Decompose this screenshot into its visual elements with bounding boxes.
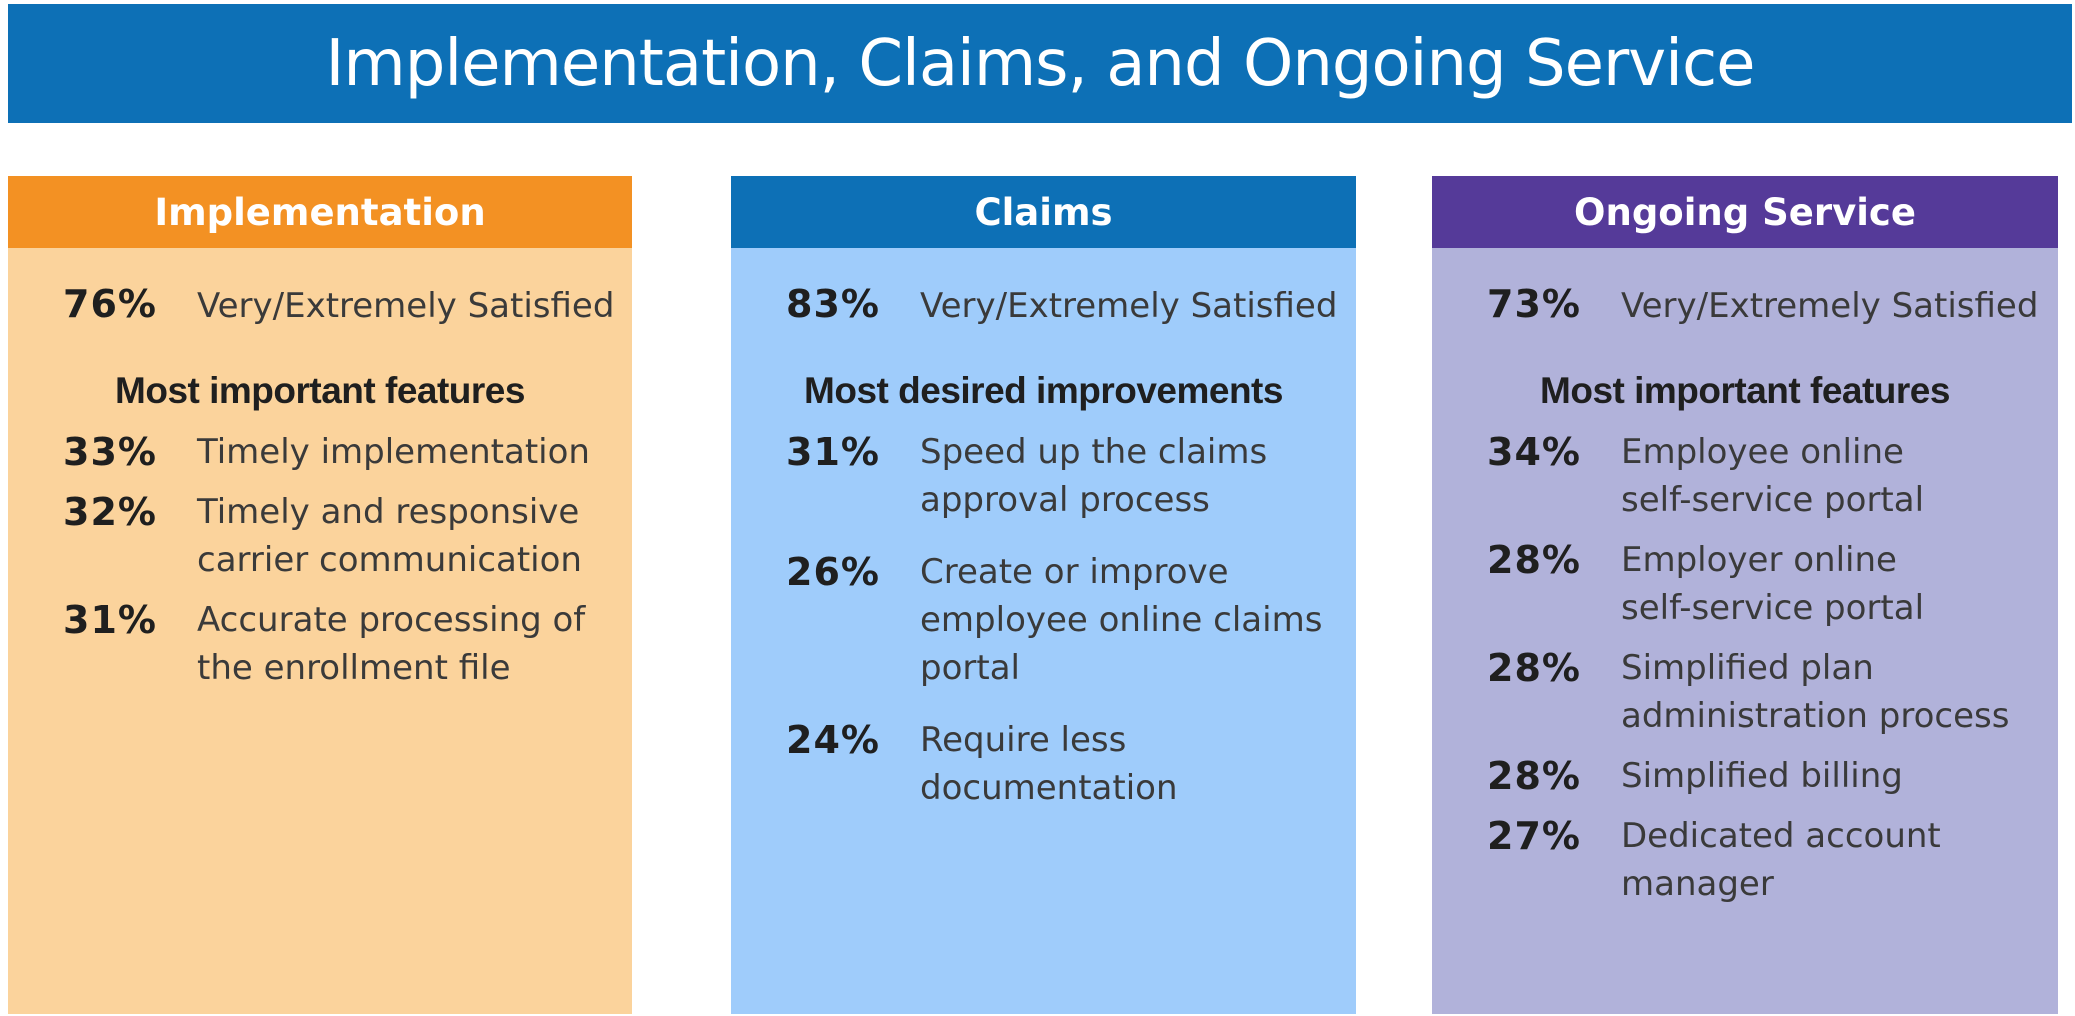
list-item: 33% Timely implementation [63,428,632,476]
item-percent: 26% [786,550,880,594]
item-text-line: portal [920,648,1020,688]
satisfaction-percent: 73% [1487,282,1581,326]
satisfaction-label: Very/Extremely Satisfied [1621,286,2039,326]
list-item: 27% Dedicated account manager [1487,812,2058,908]
satisfaction-stat: 83% Very/Extremely Satisfied [786,282,1356,338]
panel-title: Implementation [154,190,486,234]
item-percent: 31% [786,430,880,474]
section-heading: Most desired improvements [804,370,1283,411]
item-text-line: self-service portal [1621,480,1925,520]
item-text-line: carrier communication [197,540,582,580]
feature-list: 34% Employee online self-service portal … [1487,428,2058,908]
item-text: Timely and responsive carrier communicat… [197,488,582,584]
item-text: Employee online self-service portal [1621,428,1924,524]
item-text-line: Accurate processing of [197,600,586,640]
item-text-line: administration process [1621,696,2010,736]
page-title: Implementation, Claims, and Ongoing Serv… [325,26,1755,101]
item-text-line: Simplified billing [1621,756,1903,796]
panel-body: 83% Very/Extremely Satisfied Most desire… [731,248,1356,1014]
item-text-line: self-service portal [1621,588,1925,628]
item-percent: 32% [63,490,157,534]
item-text-line: Timely and responsive [197,492,580,532]
list-item: 28% Simplified billing [1487,752,2058,800]
panel-title: Claims [974,190,1113,234]
panel-title: Ongoing Service [1574,190,1916,234]
item-text: Speed up the claims approval process [920,428,1267,524]
item-text-line: Simplified plan [1621,648,1874,688]
list-item: 28% Employer online self-service portal [1487,536,2058,632]
satisfaction-stat: 73% Very/Extremely Satisfied [1487,282,2058,338]
list-item: 34% Employee online self-service portal [1487,428,2058,524]
item-text: Dedicated account manager [1621,812,1941,908]
item-text: Timely implementation [197,428,590,476]
panel-header: Implementation [8,176,632,248]
list-item: 28% Simplified plan administration proce… [1487,644,2058,740]
feature-list: 33% Timely implementation 32% Timely and… [63,428,632,692]
item-text: Employer online self-service portal [1621,536,1924,632]
improvement-list: 31% Speed up the claims approval process… [786,428,1356,812]
item-text-line: Dedicated account [1621,816,1941,856]
item-text-line: manager [1621,864,1774,904]
list-item: 31% Accurate processing of the enrollmen… [63,596,632,692]
item-percent: 28% [1487,754,1581,798]
item-text: Create or improve employee online claims… [920,548,1322,692]
item-text-line: documentation [920,768,1178,808]
list-item: 32% Timely and responsive carrier commun… [63,488,632,584]
item-text-line: Require less [920,720,1127,760]
panel-header: Ongoing Service [1432,176,2058,248]
item-text: Require less documentation [920,716,1178,812]
item-percent: 24% [786,718,880,762]
item-text-line: employee online claims [920,600,1323,640]
section-heading: Most important features [1540,370,1950,411]
item-text-line: Create or improve [920,552,1229,592]
satisfaction-label: Very/Extremely Satisfied [197,286,615,326]
item-percent: 33% [63,430,157,474]
satisfaction-label: Very/Extremely Satisfied [920,286,1338,326]
panel-claims: Claims 83% Very/Extremely Satisfied Most… [731,176,1356,1014]
satisfaction-percent: 76% [63,282,157,326]
item-percent: 27% [1487,814,1581,858]
panel-header: Claims [731,176,1356,248]
section-heading: Most important features [115,370,525,411]
panel-implementation: Implementation 76% Very/Extremely Satisf… [8,176,632,1014]
item-percent: 31% [63,598,157,642]
satisfaction-stat: 76% Very/Extremely Satisfied [63,282,632,338]
panel-body: 76% Very/Extremely Satisfied Most import… [8,248,632,1014]
item-percent: 34% [1487,430,1581,474]
title-banner: Implementation, Claims, and Ongoing Serv… [8,4,2072,123]
item-percent: 28% [1487,646,1581,690]
list-item: 24% Require less documentation [786,716,1356,812]
satisfaction-percent: 83% [786,282,880,326]
item-percent: 28% [1487,538,1581,582]
item-text-line: approval process [920,480,1210,520]
item-text-line: Speed up the claims [920,432,1268,472]
item-text-line: Timely implementation [197,432,590,472]
item-text: Simplified billing [1621,752,1903,800]
item-text-line: Employee online [1621,432,1904,472]
item-text-line: Employer online [1621,540,1897,580]
item-text: Accurate processing of the enrollment fi… [197,596,585,692]
list-item: 26% Create or improve employee online cl… [786,548,1356,692]
panel-ongoing-service: Ongoing Service 73% Very/Extremely Satis… [1432,176,2058,1014]
panel-body: 73% Very/Extremely Satisfied Most import… [1432,248,2058,1014]
item-text: Simplified plan administration process [1621,644,2009,740]
list-item: 31% Speed up the claims approval process [786,428,1356,524]
item-text-line: the enrollment file [197,648,511,688]
